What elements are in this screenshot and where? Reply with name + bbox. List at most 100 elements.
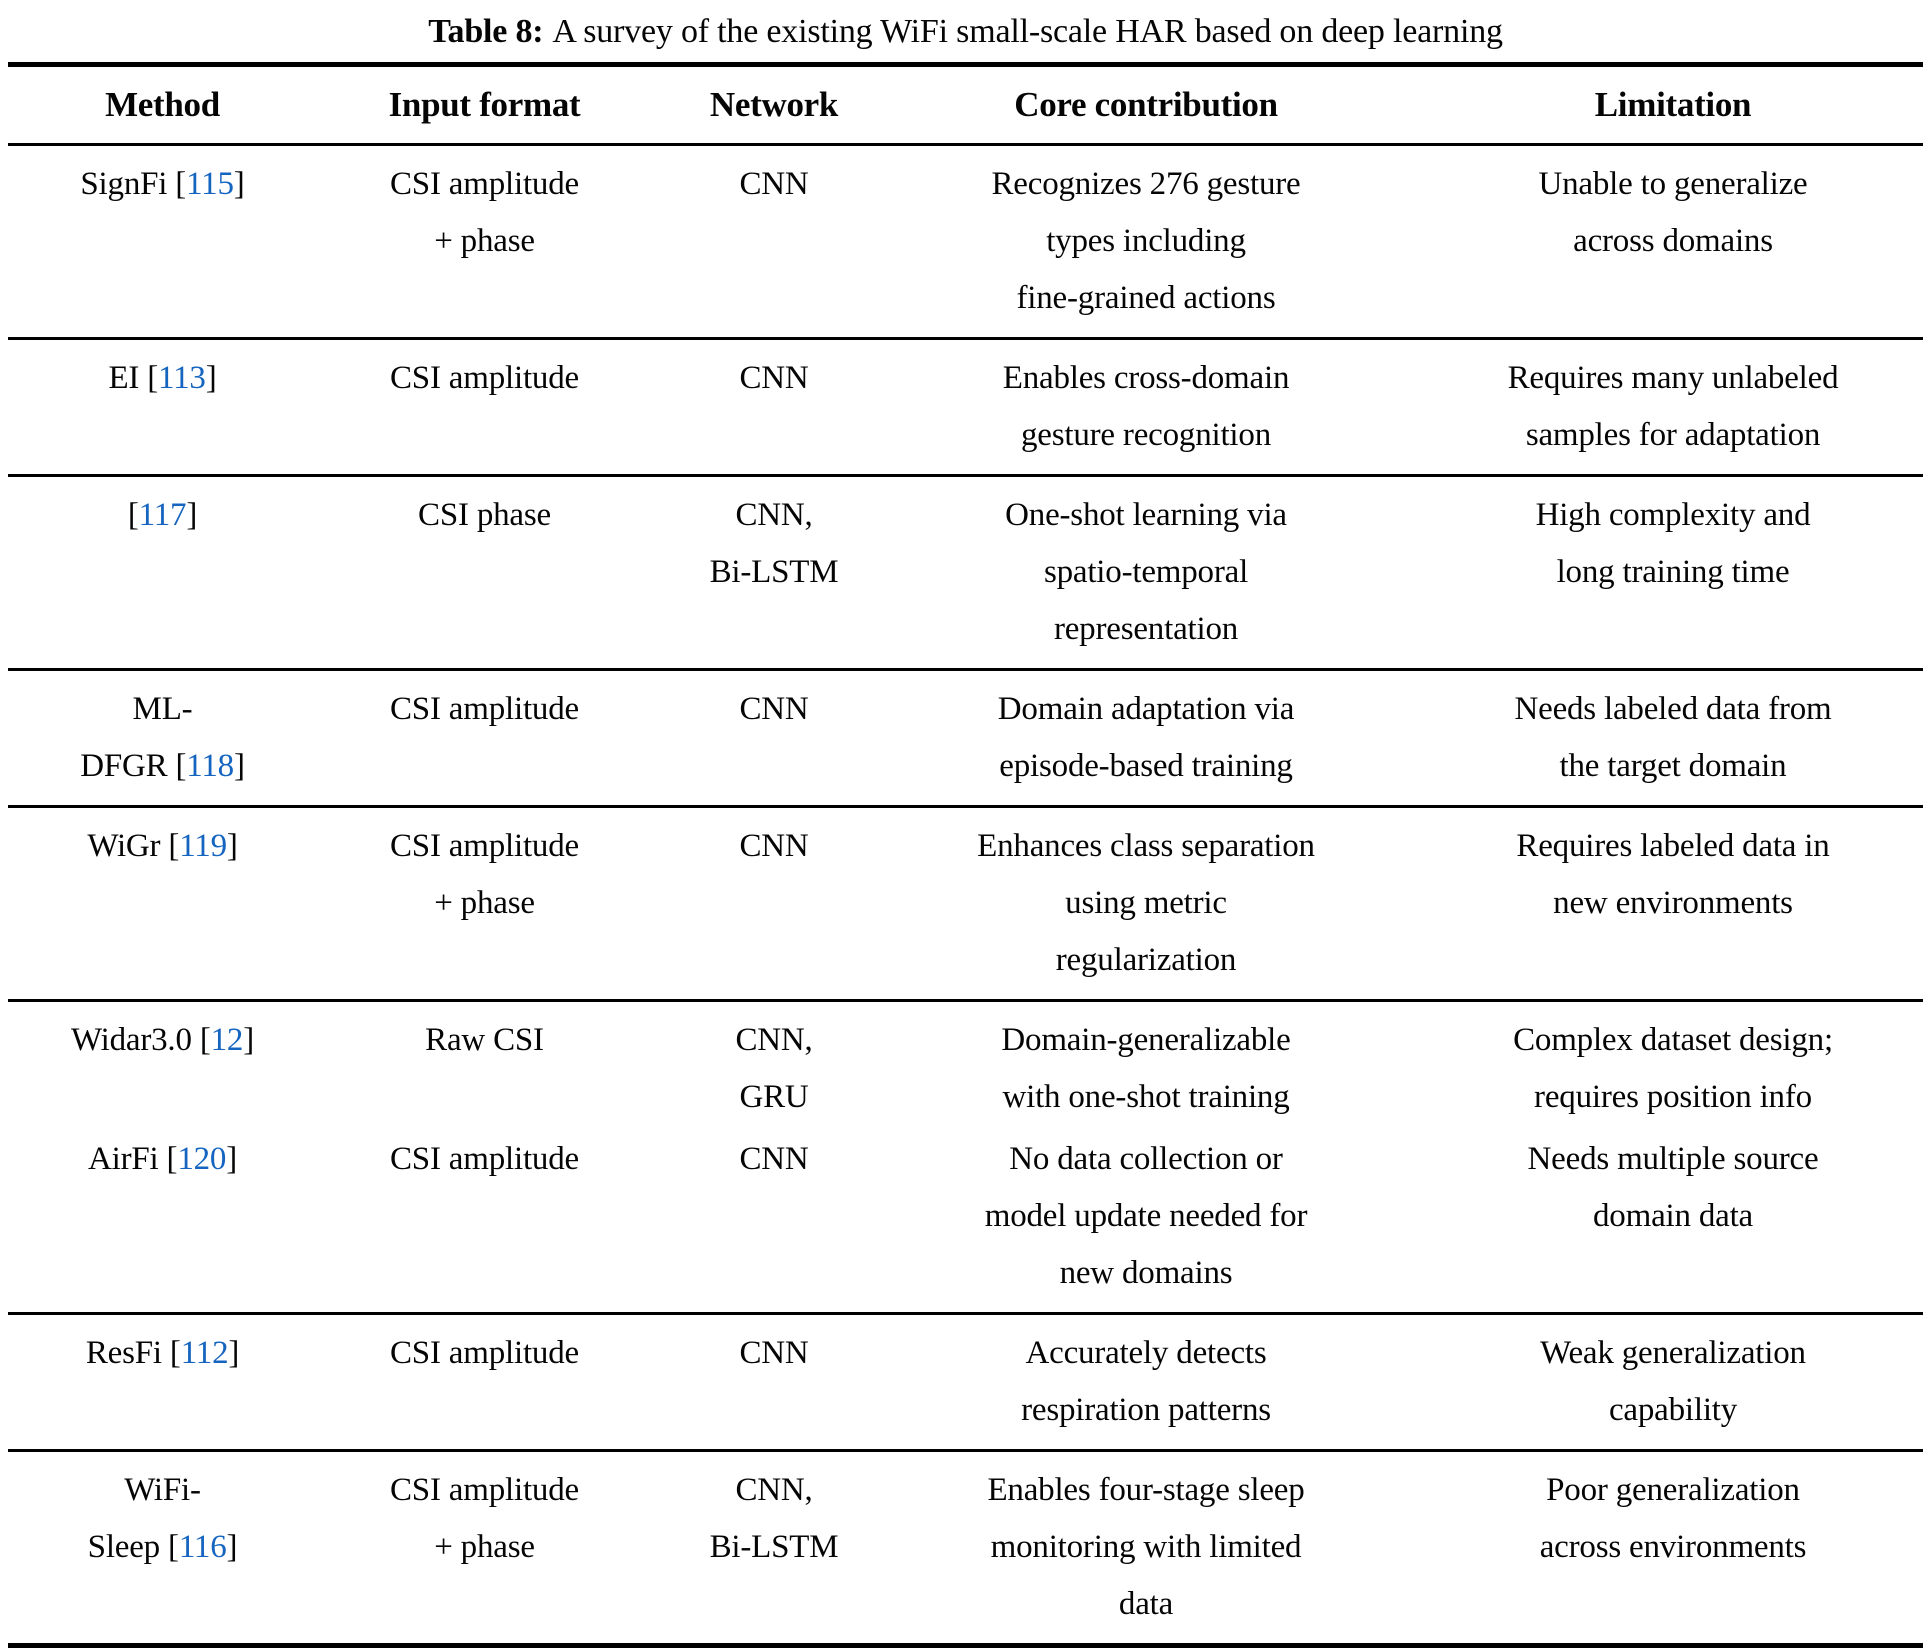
citation-link[interactable]: 120 (177, 1141, 227, 1177)
survey-table: Method Input format Network Core contrib… (8, 62, 1923, 1648)
table-block: ML- DFGR [118] CSI amplitude CNN Domain adap… (8, 671, 1923, 808)
method-cell: EI [113] (40, 350, 285, 407)
citation-link[interactable]: 115 (186, 166, 234, 202)
table-row: Widar3.0 [12] Raw CSI CNN, GRU Domain-genera… (8, 1012, 1923, 1126)
input-format-cell: Raw CSI (347, 1012, 622, 1069)
input-format-cell: CSI phase (347, 487, 622, 544)
citation-link[interactable]: 117 (138, 497, 187, 533)
table-header-row: Method Input format Network Core contrib… (8, 67, 1923, 146)
text-line: the target domain (1559, 748, 1787, 784)
network-cell: CNN (684, 1325, 864, 1382)
table-row: [117] CSI phase CNN, Bi-LSTM One-shot learni… (8, 487, 1923, 658)
network-cell: CNN, GRU (684, 1012, 864, 1126)
citation-link[interactable]: 113 (158, 360, 206, 396)
text-line: No data collection or (1009, 1141, 1283, 1177)
text-line: CNN, (735, 497, 813, 533)
core-contribution-cell: Accurately detects respiration patterns (926, 1325, 1366, 1439)
input-format-cell: CSI amplitude + phase (347, 156, 622, 270)
column-header-method: Method (105, 85, 220, 124)
method-line: ML- (132, 691, 193, 727)
input-format-cell: CSI amplitude (347, 1325, 622, 1382)
text-line: High complexity and (1535, 497, 1811, 533)
text-line: CSI amplitude (390, 1141, 579, 1177)
text-line: long training time (1556, 554, 1790, 590)
table-caption-text: A survey of the existing WiFi small-scal… (552, 13, 1503, 50)
text-line: Domain adaptation via (997, 691, 1295, 727)
text-line: Domain-generalizable (1001, 1022, 1291, 1058)
table-block: [117] CSI phase CNN, Bi-LSTM One-shot learni… (8, 477, 1923, 671)
core-contribution-cell: Recognizes 276 gesture types including fin… (926, 156, 1366, 327)
citation-link[interactable]: 119 (179, 828, 227, 864)
text-line: Complex dataset design; (1513, 1022, 1833, 1058)
citation-link[interactable]: 112 (180, 1335, 229, 1371)
input-format-cell: CSI amplitude (347, 681, 622, 738)
text-line: gesture recognition (1020, 417, 1272, 453)
column-header-limitation: Limitation (1594, 85, 1752, 124)
text-line: respiration patterns (1021, 1392, 1271, 1428)
core-contribution-cell: Domain adaptation via episode-based train… (926, 681, 1366, 795)
text-line: CNN (739, 166, 809, 202)
core-contribution-cell: Enables cross-domain gesture recognition (926, 350, 1366, 464)
text-line: CNN (739, 828, 809, 864)
table-row: WiFi- Sleep [116] CSI amplitude + phase CNN,… (8, 1462, 1923, 1633)
column-header-network: Network (709, 85, 839, 124)
network-cell: CNN (684, 156, 864, 213)
method-cell: AirFi [120] (40, 1131, 285, 1188)
citation-link[interactable]: 118 (186, 748, 234, 784)
text-line: CNN (739, 360, 809, 396)
column-header-core-contribution: Core contribution (1014, 85, 1278, 124)
method-line: Widar3.0 [12] (70, 1022, 255, 1058)
text-line: Bi-LSTM (709, 554, 839, 590)
text-line: episode-based training (999, 748, 1293, 784)
text-line: CSI amplitude (390, 1335, 579, 1371)
text-line: Unable to generalize (1538, 166, 1808, 202)
text-line: Requires labeled data in (1516, 828, 1830, 864)
input-format-cell: CSI amplitude (347, 350, 622, 407)
text-line: Bi-LSTM (709, 1529, 839, 1565)
method-cell: ML- DFGR [118] (40, 681, 285, 795)
text-line: monitoring with limited (990, 1529, 1302, 1565)
table-row: AirFi [120] CSI amplitude CNN No data colle… (8, 1131, 1923, 1302)
text-line: representation (1053, 611, 1239, 647)
text-line: + phase (434, 1529, 535, 1565)
text-line: CSI amplitude (390, 166, 579, 202)
text-line: samples for adaptation (1525, 417, 1821, 453)
text-line: fine-grained actions (1016, 280, 1276, 316)
table-row: EI [113] CSI amplitude CNN Enables cross-do… (8, 350, 1923, 464)
method-cell: Widar3.0 [12] (40, 1012, 285, 1069)
text-line: Needs labeled data from (1514, 691, 1832, 727)
method-line: [117] (127, 497, 198, 533)
core-contribution-cell: One-shot learning via spatio-temporal repr… (926, 487, 1366, 658)
table-block: WiGr [119] CSI amplitude + phase CNN Enhance… (8, 808, 1923, 1002)
text-line: new domains (1059, 1255, 1233, 1291)
limitation-cell: Complex dataset design; requires position… (1428, 1012, 1918, 1126)
text-line: CNN (739, 1141, 809, 1177)
method-line: SignFi [115] (80, 166, 245, 202)
network-cell: CNN, Bi-LSTM (684, 1462, 864, 1576)
text-line: One-shot learning via (1005, 497, 1287, 533)
table-block: SignFi [115] CSI amplitude + phase CNN Recog… (8, 146, 1923, 340)
text-line: domain data (1593, 1198, 1753, 1234)
text-line: Recognizes 276 gesture (991, 166, 1301, 202)
network-cell: CNN (684, 818, 864, 875)
limitation-cell: Requires labeled data in new environments (1428, 818, 1918, 932)
citation-link[interactable]: 116 (178, 1529, 227, 1565)
method-line: DFGR [118] (80, 748, 245, 784)
text-line: across domains (1573, 223, 1773, 259)
text-line: Weak generalization (1540, 1335, 1806, 1371)
text-line: spatio-temporal (1043, 554, 1249, 590)
text-line: CNN, (735, 1472, 813, 1508)
limitation-cell: Requires many unlabeled samples for adapt… (1428, 350, 1918, 464)
network-cell: CNN, Bi-LSTM (684, 487, 864, 601)
table-row: ResFi [112] CSI amplitude CNN Accurately de… (8, 1325, 1923, 1439)
text-line: with one-shot training (1002, 1079, 1290, 1115)
text-line: types including (1046, 223, 1246, 259)
method-line: ResFi [112] (85, 1335, 240, 1371)
text-line: CSI amplitude (390, 828, 579, 864)
table-body: SignFi [115] CSI amplitude + phase CNN Recog… (8, 146, 1923, 1643)
text-line: model update needed for (984, 1198, 1308, 1234)
method-cell: WiFi- Sleep [116] (40, 1462, 285, 1576)
text-line: using metric (1065, 885, 1227, 921)
citation-link[interactable]: 12 (210, 1022, 244, 1058)
